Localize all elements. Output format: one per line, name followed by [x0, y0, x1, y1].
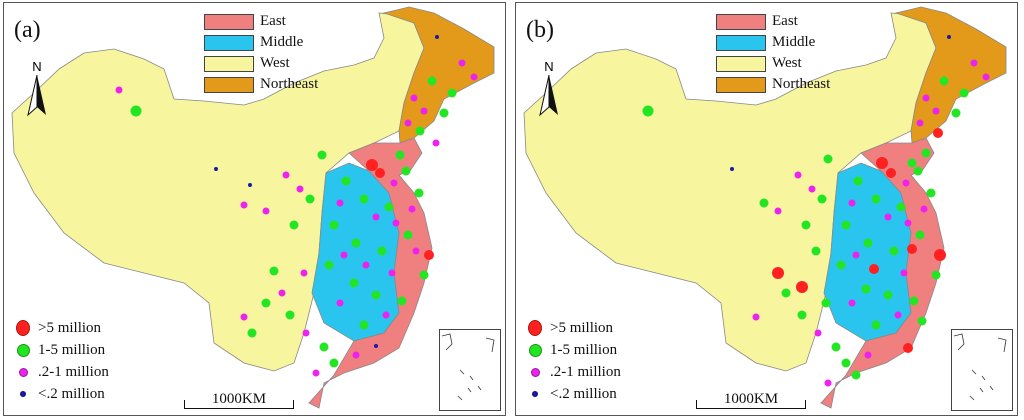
- size-dot-small: [18, 367, 28, 377]
- china-map-b: [523, 6, 1007, 409]
- size-item-tiny: <.2 million: [528, 383, 621, 405]
- region-legend-a: East Middle West Northeast: [204, 11, 318, 95]
- cities-a: [115, 35, 478, 377]
- panel-label-a: (a): [14, 17, 41, 43]
- legend-label-northeast: Northeast: [260, 76, 319, 92]
- north-label: N: [32, 59, 42, 74]
- legend-item-middle: Middle: [204, 32, 318, 53]
- map-panel-b: (b) N East Middle West Northeast >5 mill…: [515, 2, 1018, 416]
- size-dot-tiny: [532, 391, 538, 397]
- size-dot-large: [16, 320, 30, 336]
- north-arrow-a: N: [24, 59, 50, 119]
- legend-label-east: East: [260, 13, 286, 29]
- size-dot-large: [528, 320, 542, 336]
- size-label-medium: 1-5 million: [550, 341, 618, 358]
- north-arrow-icon: [27, 75, 46, 117]
- inset-map-icon: [953, 333, 1007, 401]
- size-item-medium: 1-5 million: [16, 339, 109, 361]
- legend-swatch-west: [204, 55, 254, 72]
- legend-swatch-middle: [716, 34, 766, 51]
- size-item-large: >5 million: [16, 317, 109, 339]
- legend-item-middle: Middle: [716, 32, 830, 53]
- legend-item-east: East: [204, 11, 318, 32]
- cities-b: [642, 35, 990, 387]
- region-legend-b: East Middle West Northeast: [716, 11, 830, 95]
- panel-label-b: (b): [526, 17, 554, 43]
- region-northeast-b: [894, 6, 1007, 144]
- legend-label-middle: Middle: [260, 34, 304, 50]
- legend-swatch-east: [716, 13, 766, 30]
- size-dot-tiny: [20, 391, 26, 397]
- legend-swatch-northeast: [204, 76, 254, 93]
- size-label-tiny: <.2 million: [38, 385, 105, 402]
- size-item-small: .2-1 million: [528, 361, 621, 383]
- size-dot-medium: [16, 343, 30, 357]
- size-dot-medium: [528, 343, 542, 357]
- legend-item-northeast: Northeast: [204, 74, 318, 95]
- legend-label-middle: Middle: [772, 34, 816, 50]
- size-label-small: .2-1 million: [550, 363, 621, 380]
- legend-label-east: East: [772, 13, 798, 29]
- map-panel-a: (a) N East Middle West Northeast >5 mill…: [3, 2, 506, 416]
- legend-item-east: East: [716, 11, 830, 32]
- legend-swatch-east: [204, 13, 254, 30]
- size-item-medium: 1-5 million: [528, 339, 621, 361]
- region-northeast-a: [382, 6, 495, 144]
- scale-label: 1000KM: [211, 391, 267, 407]
- size-label-large: >5 million: [38, 319, 102, 336]
- legend-label-west: West: [772, 55, 802, 71]
- china-map-a: [11, 6, 495, 409]
- legend-label-west: West: [260, 55, 290, 71]
- south-sea-inset-a: [439, 329, 501, 411]
- legend-item-west: West: [204, 53, 318, 74]
- south-sea-inset-b: [951, 329, 1013, 411]
- size-legend-a: >5 million 1-5 million .2-1 million <.2 …: [16, 317, 109, 405]
- size-item-tiny: <.2 million: [16, 383, 109, 405]
- size-label-large: >5 million: [550, 319, 614, 336]
- inset-map-icon: [441, 333, 495, 401]
- scale-bar-a: 1000KM: [184, 391, 294, 411]
- size-label-tiny: <.2 million: [550, 385, 617, 402]
- size-dot-small: [530, 367, 540, 377]
- legend-swatch-northeast: [716, 76, 766, 93]
- size-label-medium: 1-5 million: [38, 341, 106, 358]
- size-legend-b: >5 million 1-5 million .2-1 million <.2 …: [528, 317, 621, 405]
- scale-bar-b: 1000KM: [696, 391, 806, 411]
- size-item-large: >5 million: [528, 317, 621, 339]
- legend-swatch-middle: [204, 34, 254, 51]
- region-east-b: [820, 137, 945, 409]
- legend-swatch-west: [716, 55, 766, 72]
- size-label-small: .2-1 million: [38, 363, 109, 380]
- north-arrow-b: N: [536, 59, 562, 119]
- north-label: N: [544, 59, 554, 74]
- scale-label: 1000KM: [723, 391, 779, 407]
- legend-item-west: West: [716, 53, 830, 74]
- legend-item-northeast: Northeast: [716, 74, 830, 95]
- region-east-a: [308, 137, 433, 409]
- size-item-small: .2-1 million: [16, 361, 109, 383]
- north-arrow-icon: [539, 75, 558, 117]
- legend-label-northeast: Northeast: [772, 76, 831, 92]
